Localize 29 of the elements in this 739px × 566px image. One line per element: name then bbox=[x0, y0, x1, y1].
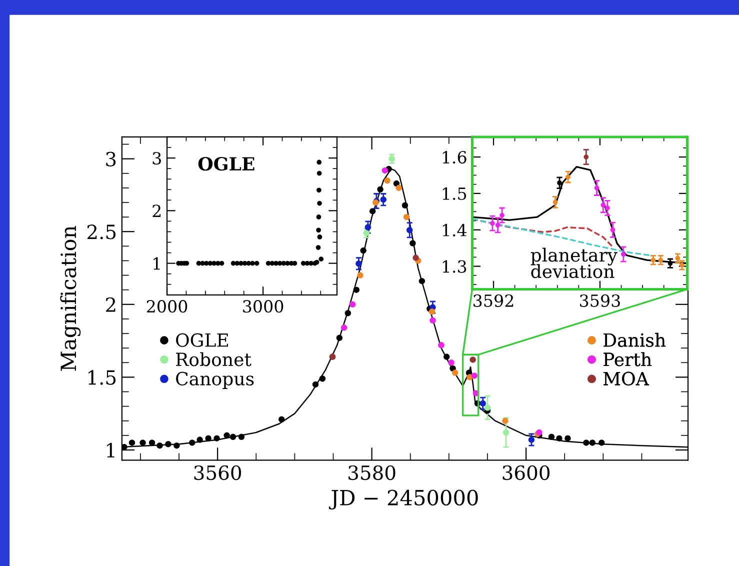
legend-label: Canopus bbox=[176, 372, 254, 389]
y-tick-label: 2.5 bbox=[87, 224, 116, 240]
y-tick-label: 1 bbox=[107, 442, 114, 458]
annotation: planetary deviation bbox=[530, 248, 618, 278]
y-axis-title: Magnification bbox=[60, 226, 81, 371]
annotation: OGLE bbox=[198, 156, 254, 171]
x-tick-label: 3592 bbox=[474, 294, 514, 307]
x-tick-label: 3593 bbox=[580, 294, 620, 307]
y-tick-label: 1.4 bbox=[442, 224, 467, 236]
y-tick-label: 3 bbox=[106, 152, 116, 166]
y-tick-label: 1.6 bbox=[442, 150, 466, 164]
y-tick-label: 2 bbox=[152, 204, 161, 217]
x-tick-label: 3580 bbox=[348, 465, 396, 480]
legend-label: MOA bbox=[603, 372, 650, 386]
legend-label: Danish bbox=[604, 332, 666, 347]
x-axis-title: JD − 2450000 bbox=[328, 490, 478, 510]
x-tick-label: 3000 bbox=[243, 300, 284, 313]
y-tick-label: 1.3 bbox=[442, 260, 466, 273]
y-tick-label: 1 bbox=[154, 257, 160, 270]
legend-label: Robonet bbox=[176, 352, 252, 366]
x-tick-label: 3560 bbox=[194, 465, 242, 480]
y-tick-label: 3 bbox=[152, 152, 161, 165]
x-tick-label: 3600 bbox=[502, 465, 550, 480]
y-tick-label: 1.5 bbox=[442, 187, 466, 200]
y-tick-label: 1.5 bbox=[88, 370, 116, 385]
legend-label: Perth bbox=[604, 352, 652, 366]
x-tick-label: 2000 bbox=[146, 300, 188, 313]
y-tick-label: 2 bbox=[106, 297, 116, 312]
legend-label: OGLE bbox=[176, 333, 228, 347]
